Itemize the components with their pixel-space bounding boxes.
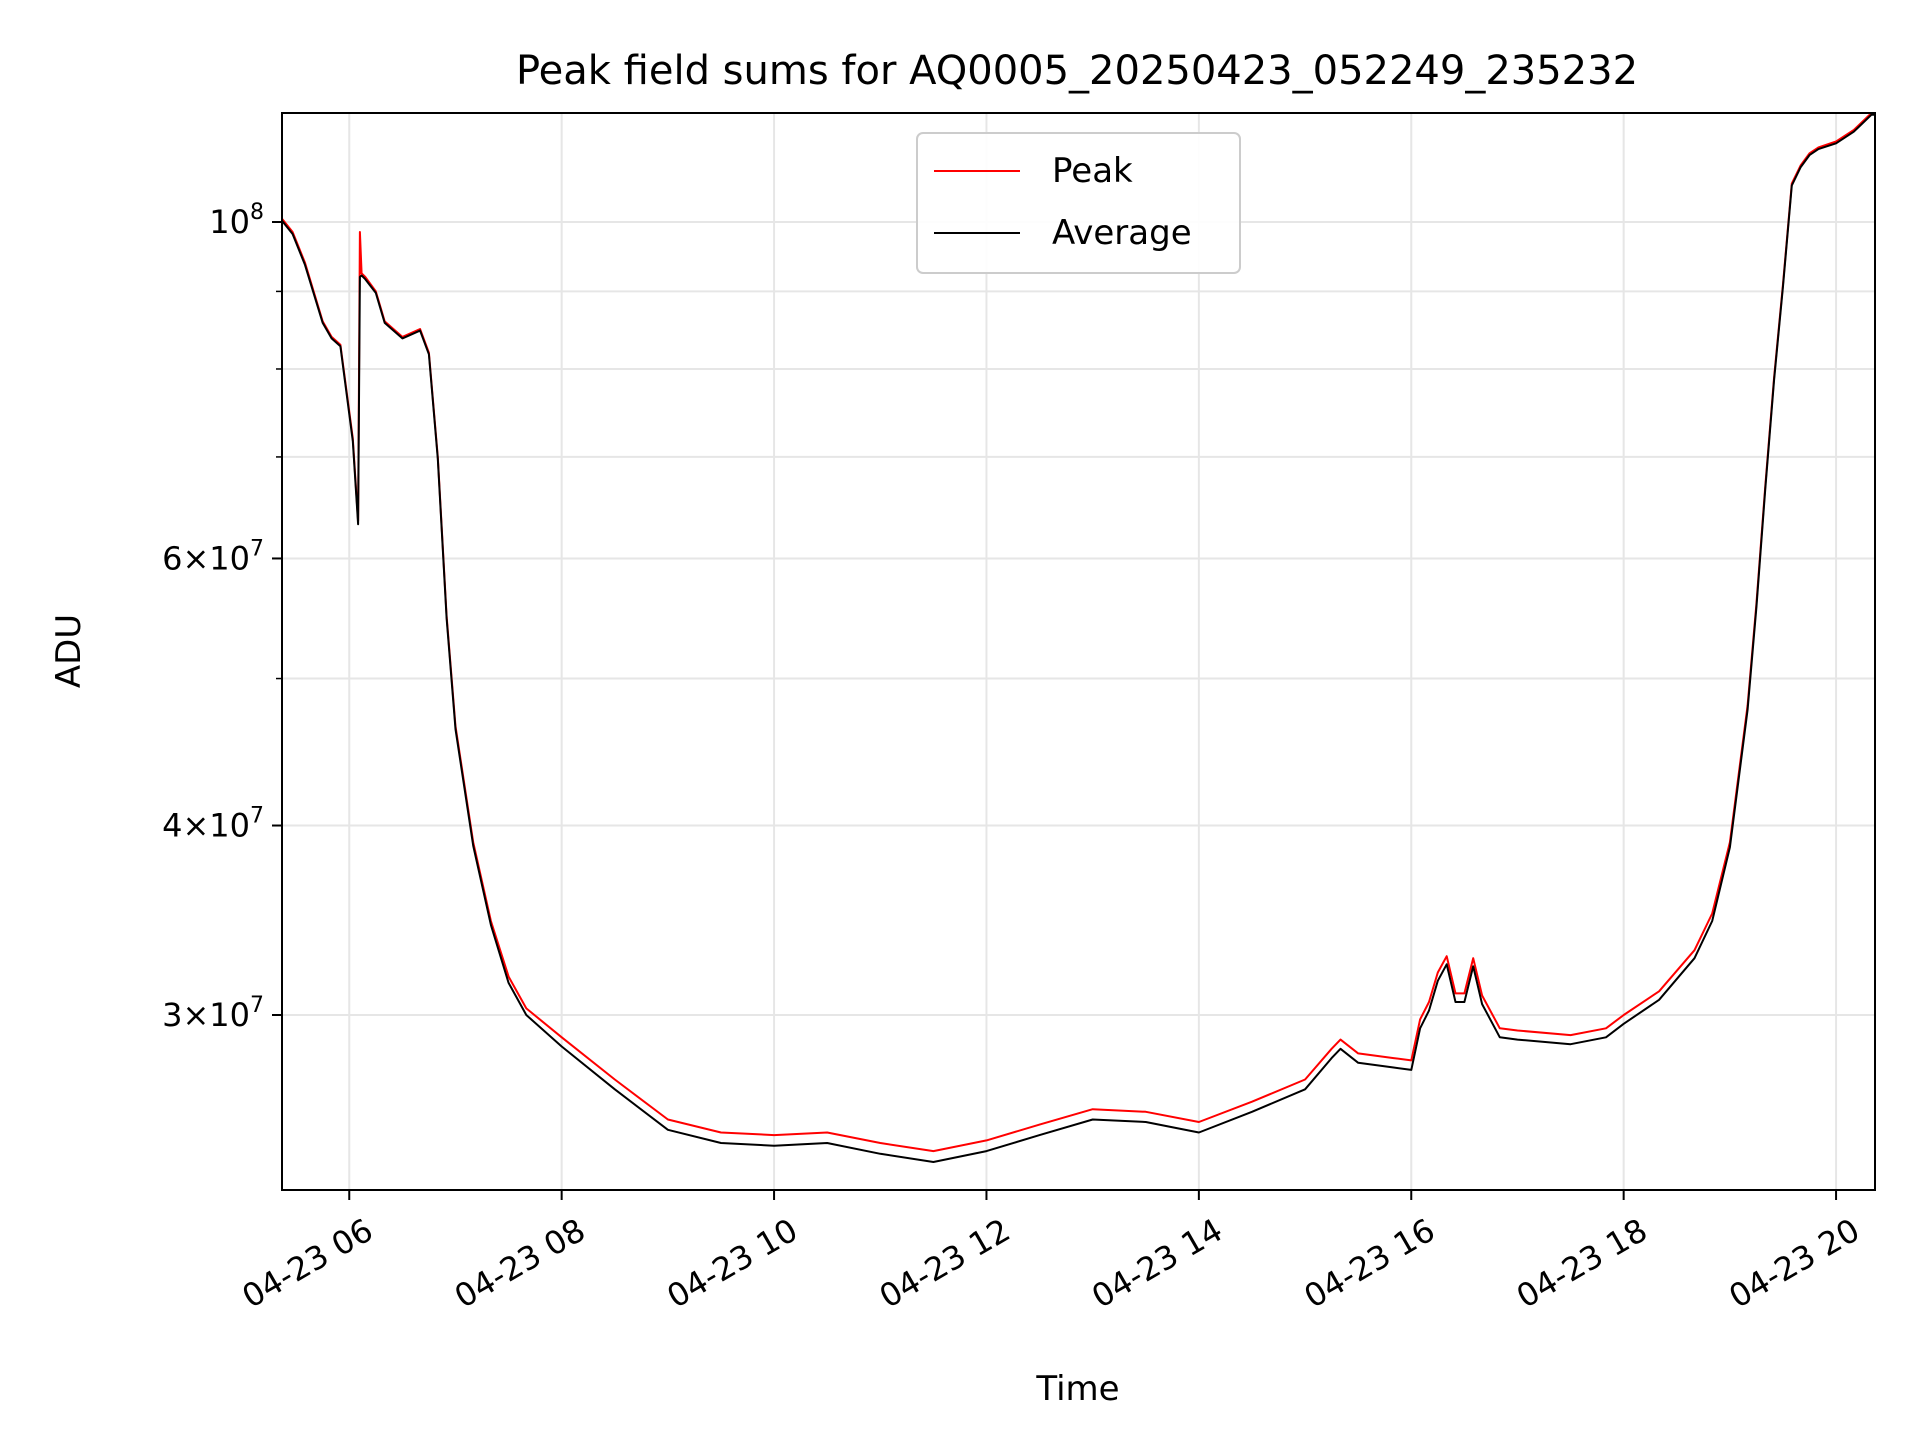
y-tick-mantissa: 6×	[162, 539, 209, 577]
legend-label-peak: Peak	[1052, 151, 1133, 191]
series-line-average	[281, 113, 1875, 1163]
y-tick-label: 4×107	[162, 804, 264, 845]
y-tick-label: 6×107	[162, 536, 264, 577]
grid-layer	[282, 113, 1875, 1190]
y-tick-base: 10	[209, 807, 250, 845]
y-axis-label: ADU	[49, 614, 89, 688]
y-tick-exponent: 7	[250, 536, 264, 561]
y-tick-base: 10	[209, 203, 250, 241]
y-tick-label: 108	[209, 200, 264, 241]
legend-label-average: Average	[1052, 213, 1192, 253]
y-tick-exponent: 7	[250, 993, 264, 1018]
series-layer	[281, 112, 1875, 1163]
y-tick-base: 10	[209, 539, 250, 577]
plot-frame	[281, 112, 1876, 1191]
y-tick-exponent: 7	[250, 804, 264, 829]
y-tick-label: 3×107	[162, 993, 264, 1034]
y-tick-mantissa: 4×	[162, 807, 209, 845]
y-tick-mantissa: 3×	[162, 996, 209, 1034]
legend: Peak Average	[916, 132, 1241, 274]
y-tick-exponent: 8	[250, 200, 264, 225]
chart-title: Peak field sums for AQ0005_20250423_0522…	[516, 48, 1638, 94]
y-tick-base: 10	[209, 996, 250, 1034]
legend-box	[916, 132, 1241, 274]
x-axis-label: Time	[1035, 1369, 1119, 1409]
